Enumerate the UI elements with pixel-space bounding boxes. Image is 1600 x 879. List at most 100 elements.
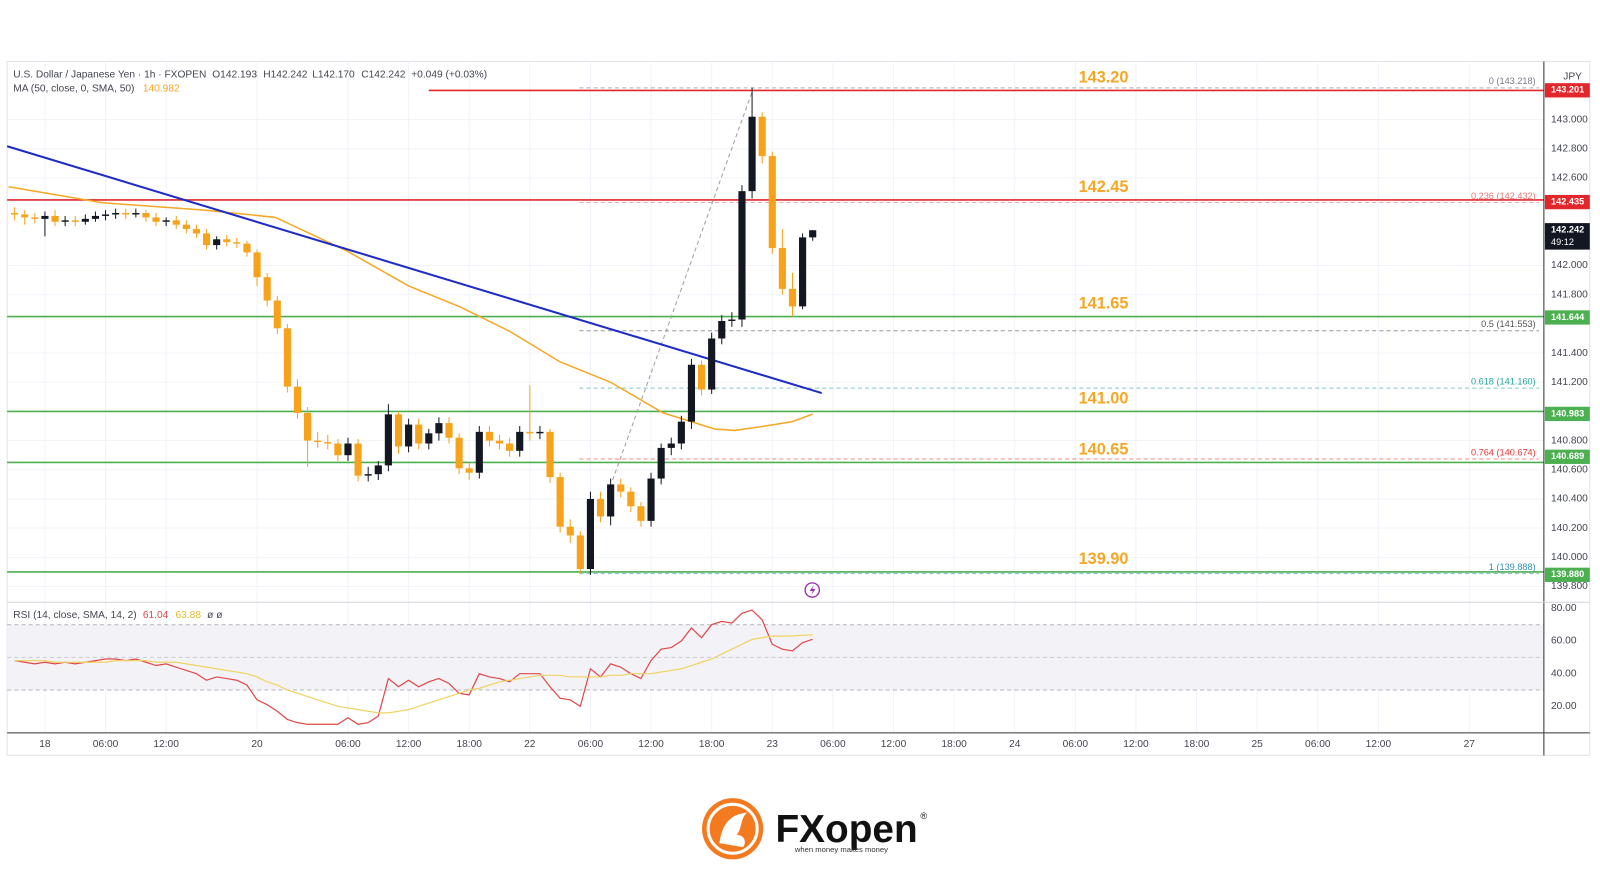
- candle-body: [112, 213, 120, 215]
- candle-body: [799, 237, 807, 307]
- candle-body: [21, 214, 29, 218]
- x-tick-label: 12:00: [396, 739, 422, 750]
- candle-body: [172, 220, 180, 225]
- candle-body: [627, 491, 635, 507]
- y-tick-label: 142.800: [1551, 144, 1588, 155]
- candle-body: [506, 443, 514, 451]
- candle-body: [81, 218, 89, 222]
- candle-body: [31, 217, 39, 219]
- candle-body: [465, 468, 473, 473]
- candle-body: [223, 239, 231, 243]
- ohlc-change: +0.049 (+0.03%): [411, 69, 487, 80]
- candle-body: [728, 319, 736, 321]
- candle-body: [455, 437, 463, 469]
- candle-body: [435, 423, 443, 434]
- candle-body: [213, 239, 221, 246]
- rsi-tick-label: 80.00: [1551, 603, 1577, 614]
- y-tick-label: 140.600: [1551, 464, 1588, 475]
- x-tick-label: 20: [251, 739, 263, 750]
- rsi-tick-label: 20.00: [1551, 701, 1577, 712]
- candle-body: [546, 431, 554, 478]
- candle-body: [647, 478, 655, 521]
- candle-body: [354, 443, 362, 476]
- price-tag-label: 142.435: [1551, 196, 1584, 206]
- x-tick-label: 06:00: [1305, 739, 1331, 750]
- x-tick-label: 12:00: [1366, 739, 1392, 750]
- candle-body: [253, 252, 261, 278]
- candle-body: [667, 443, 675, 448]
- candle-body: [61, 220, 69, 222]
- x-tick-label: 12:00: [153, 739, 179, 750]
- x-tick-label: 18:00: [941, 739, 967, 750]
- candle-body: [71, 220, 79, 222]
- fib-label: 0.236 (142.432): [1471, 191, 1536, 201]
- rsi-tick-label: 40.00: [1551, 668, 1577, 679]
- price-tag-label: 139.880: [1551, 569, 1584, 579]
- candle-body: [91, 215, 100, 219]
- y-tick-label: 141.800: [1551, 289, 1588, 300]
- candle-body: [283, 328, 291, 387]
- price-tag: [1544, 83, 1590, 98]
- candle-body: [788, 288, 797, 307]
- price-tag: [1544, 310, 1590, 325]
- candle-body: [556, 477, 564, 527]
- candle-body: [495, 440, 504, 444]
- candle-body: [677, 421, 685, 444]
- candle-body: [374, 465, 382, 475]
- y-tick-label: 140.200: [1551, 523, 1588, 534]
- candle-body: [415, 424, 423, 444]
- x-tick-label: 25: [1252, 739, 1264, 750]
- candle-body: [202, 233, 211, 246]
- candle-body: [162, 220, 170, 222]
- candle-body: [687, 364, 696, 422]
- logo: FXopen ® when money makes money: [702, 798, 927, 860]
- ma-legend-value: 140.982: [143, 84, 180, 95]
- candle-body: [758, 116, 766, 157]
- candle-body: [718, 320, 726, 339]
- candle-body: [617, 484, 625, 492]
- fib-label: 0.618 (141.160): [1471, 376, 1536, 386]
- y-tick-label: 140.000: [1551, 552, 1588, 563]
- candle-body: [394, 414, 403, 447]
- candle-body: [536, 431, 544, 434]
- candle-body: [293, 386, 302, 413]
- x-tick-label: 12:00: [1123, 739, 1149, 750]
- price-tag: [1544, 567, 1590, 582]
- candle-body: [101, 214, 110, 216]
- x-tick-label: 18:00: [1184, 739, 1210, 750]
- logo-mark: ®: [920, 811, 927, 821]
- candle-body: [566, 526, 574, 536]
- x-tick-label: 12:00: [638, 739, 664, 750]
- candle-body: [748, 116, 756, 192]
- x-tick-label: 06:00: [820, 739, 846, 750]
- x-tick-label: 18:00: [699, 739, 725, 750]
- candle-body: [637, 506, 645, 521]
- candle-body: [485, 431, 493, 441]
- level-label: 140.65: [1079, 441, 1129, 459]
- level-label: 142.45: [1079, 178, 1129, 196]
- y-tick-label: 141.400: [1551, 348, 1588, 359]
- candle-body: [809, 230, 817, 238]
- y-tick-label: 140.400: [1551, 494, 1588, 505]
- y-tick-label: 141.200: [1551, 377, 1588, 388]
- y-tick-label: 143.000: [1551, 114, 1588, 125]
- candle-body: [738, 191, 746, 320]
- fib-label: 0.5 (141.553): [1481, 319, 1536, 329]
- candle-body: [11, 213, 19, 215]
- candle-body: [657, 447, 665, 479]
- x-tick-label: 06:00: [93, 739, 119, 750]
- candle-body: [182, 224, 190, 230]
- candle-body: [132, 213, 140, 215]
- candle-body: [122, 213, 130, 215]
- y-tick-label: 139.800: [1551, 581, 1588, 592]
- ma-legend: MA (50, close, 0, SMA, 50): [13, 84, 134, 95]
- symbol: U.S. Dollar / Japanese Yen · 1h · FXOPEN: [13, 69, 206, 80]
- rsi-flags: ø ø: [207, 610, 222, 621]
- ohlc-low: L142.170: [312, 69, 355, 80]
- candle-body: [152, 217, 160, 222]
- x-tick-label: 27: [1464, 739, 1476, 750]
- price-tag-label: 141.644: [1551, 312, 1585, 322]
- logo-tagline: when money makes money: [794, 845, 888, 854]
- plot: 143.20 142.45 141.65 141.00 140.65 139.90 0 (1…: [6, 69, 1544, 725]
